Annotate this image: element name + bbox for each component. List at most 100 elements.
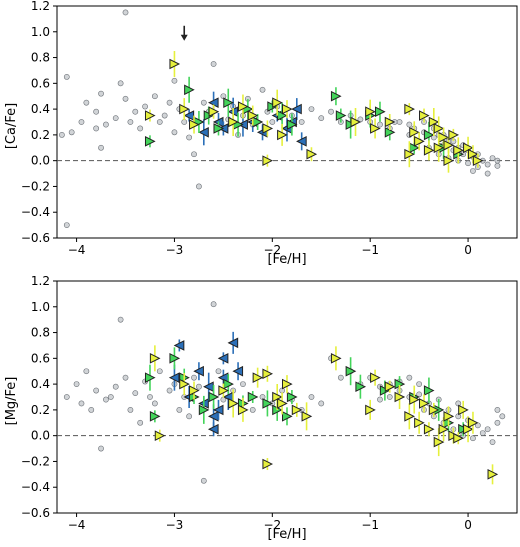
data-point [149, 353, 161, 364]
data-point [433, 123, 445, 134]
data-point [200, 477, 207, 484]
data-point [419, 110, 430, 121]
data-point [189, 385, 200, 396]
x-tick-label: −3 [166, 243, 184, 257]
data-point [142, 103, 148, 110]
data-point [296, 136, 307, 147]
data-point [171, 129, 178, 136]
data-point [93, 108, 100, 115]
data-point [272, 97, 283, 108]
y-tick-label: −0.2 [21, 179, 50, 193]
x-tick-label: −3 [166, 518, 184, 532]
x-tick-label: −2 [263, 243, 281, 257]
data-point [103, 396, 109, 403]
data-point [406, 121, 413, 128]
data-point [494, 419, 501, 426]
x-tick-label: −4 [68, 518, 86, 532]
data-point [78, 119, 85, 125]
data-point [443, 411, 455, 422]
data-point [377, 121, 383, 128]
data-point [149, 411, 161, 422]
x-axis-label: [Fe/H] [267, 252, 306, 267]
data-point [154, 430, 166, 441]
data-point [433, 436, 445, 448]
data-point [404, 148, 415, 160]
data-point [122, 374, 129, 381]
data-point [247, 391, 259, 403]
data-point [409, 127, 420, 138]
x-tick-label: 0 [464, 243, 472, 257]
y-tick-label: −0.4 [21, 205, 50, 219]
y-tick-label: 0.8 [31, 51, 50, 65]
y-tick-label: −0.6 [21, 506, 50, 520]
y-tick-label: 0.4 [31, 102, 50, 116]
data-point [127, 119, 134, 125]
x-tick-label: 0 [464, 518, 472, 532]
data-point [237, 404, 249, 416]
data-point [350, 116, 362, 128]
data-point [489, 439, 496, 446]
data-point [73, 381, 80, 388]
data-point [122, 9, 129, 16]
x-tick-label: −2 [263, 518, 281, 532]
data-point [252, 372, 264, 383]
data-point [168, 372, 180, 383]
data-point [494, 162, 501, 169]
data-point [467, 417, 479, 429]
y-tick-label: 1.0 [31, 300, 50, 314]
data-point [406, 374, 413, 381]
data-point [217, 353, 229, 364]
data-point [286, 391, 298, 403]
data-point [191, 151, 197, 158]
upper-limit-arrow-head [180, 34, 188, 41]
data-point [98, 90, 104, 97]
y-tick-label: 1.0 [31, 25, 50, 39]
data-point [335, 110, 347, 121]
data-point [103, 121, 109, 128]
data-point [404, 103, 415, 115]
y-tick-label: −0.4 [21, 480, 50, 494]
y-tick-label: 0.2 [31, 128, 50, 142]
data-point [147, 394, 153, 400]
data-point [228, 398, 239, 409]
data-point [438, 423, 450, 435]
y-tick-label: 0.0 [31, 154, 50, 168]
data-point [259, 86, 266, 93]
y-tick-label: 0.0 [31, 429, 50, 443]
data-point [184, 84, 195, 96]
data-point [93, 125, 100, 132]
x-tick-label: −4 [68, 243, 86, 257]
y-tick-label: −0.2 [21, 454, 50, 468]
data-point [186, 134, 193, 141]
data-point [262, 458, 274, 470]
data-point [223, 97, 234, 108]
chart-panel-1: −4 −3 −2 −1 0 −0.6 −0.4 −0.2 0.0 0.2 0.4 0.6 0.8 1.0 1… [4, 0, 518, 267]
data-point [98, 144, 104, 151]
data-point [282, 103, 293, 115]
data-point [453, 432, 464, 444]
data-point [423, 145, 435, 156]
data-point [227, 337, 239, 349]
data-point [212, 404, 224, 416]
data-point [262, 398, 274, 409]
data-point [365, 106, 376, 117]
data-point [122, 95, 129, 102]
data-point [63, 222, 70, 229]
data-point [176, 406, 183, 413]
data-point [282, 378, 293, 390]
data-point [68, 129, 75, 136]
data-point [262, 368, 274, 380]
data-point [208, 391, 220, 403]
data-point [301, 411, 313, 422]
data-point [355, 381, 367, 392]
series-4 [144, 51, 484, 173]
data-point [328, 108, 334, 115]
data-point [262, 123, 274, 134]
data-point [404, 411, 415, 422]
x-tick-label: −1 [361, 243, 379, 257]
data-point [484, 426, 491, 433]
data-point [277, 398, 288, 409]
series-4 [149, 345, 499, 485]
data-point [384, 127, 396, 138]
